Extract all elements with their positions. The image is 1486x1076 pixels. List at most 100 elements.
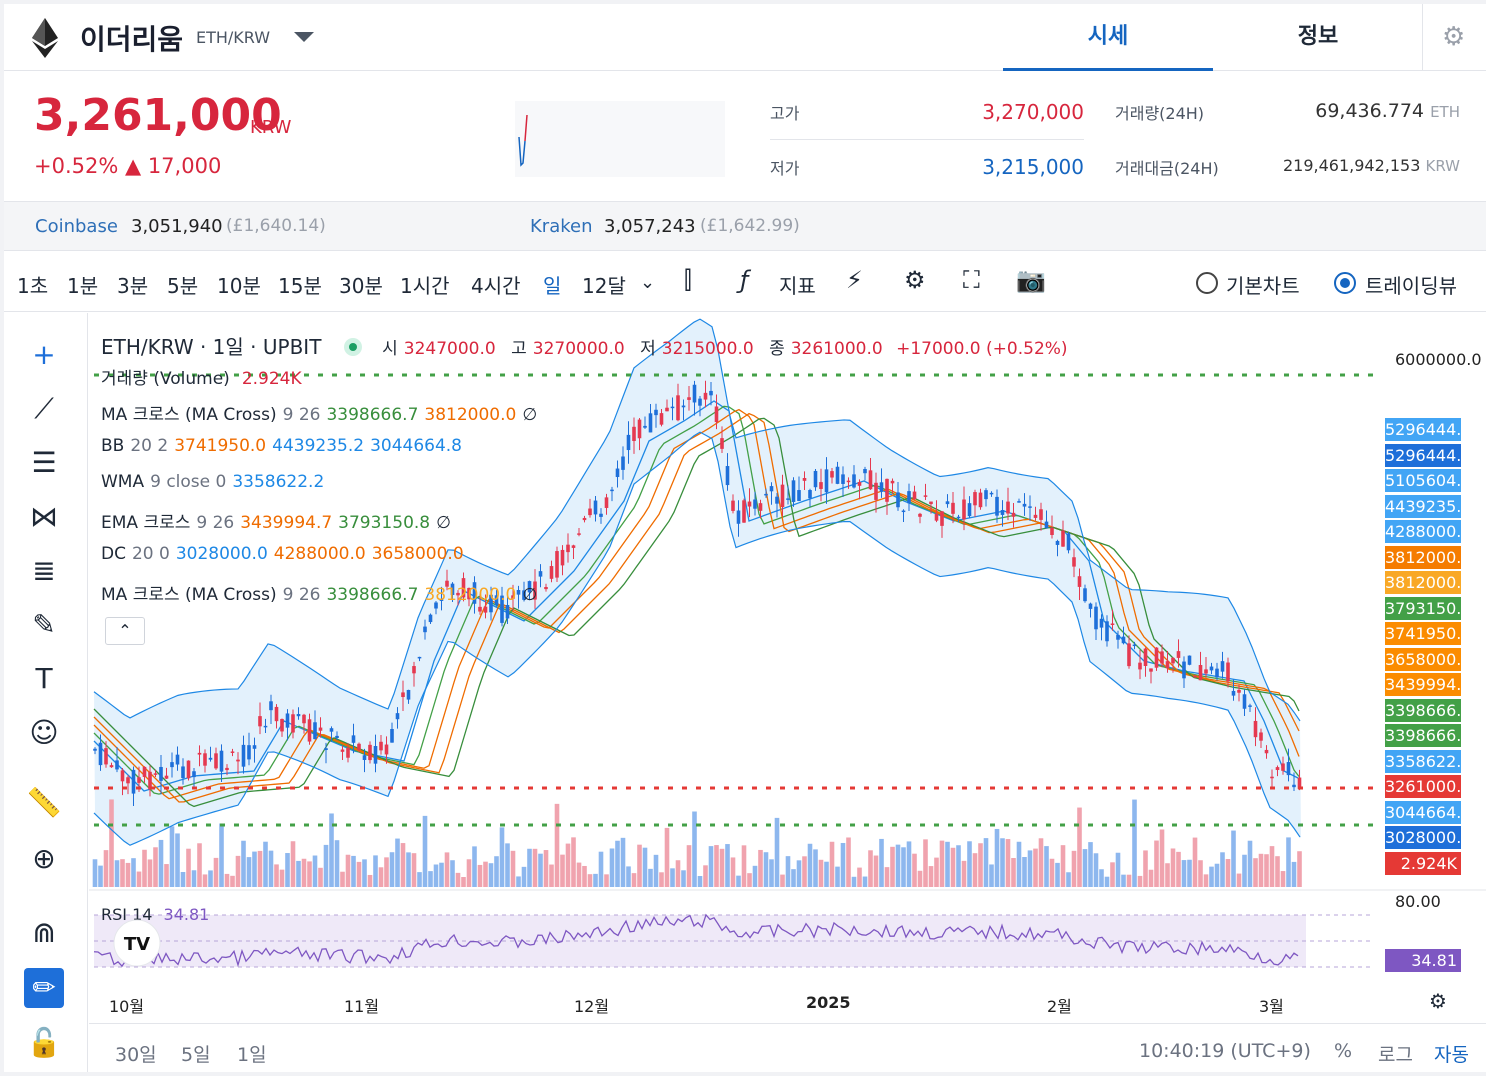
exchange-coinbase[interactable]: Coinbase [35, 216, 118, 237]
indicator-legend[interactable]: EMA 크로스 9 26 3439994.7 3793150.8 ∅ [101, 508, 457, 533]
interval-3m[interactable]: 3분 [117, 274, 149, 298]
volume-bar [318, 867, 323, 887]
indicator-legend[interactable]: DC 20 0 3028000.0 4288000.0 3658000.0 [101, 544, 476, 564]
settings-icon[interactable]: ⚙ [904, 266, 926, 294]
interval-chevron-icon[interactable]: ⌄ [640, 272, 656, 293]
tradingview-label[interactable]: 트레이딩뷰 [1365, 274, 1457, 298]
range-30d[interactable]: 30일 [115, 1044, 157, 1066]
chart-area[interactable]: ETH/KRW · 1일 · UPBIT 시 3247000.0 고 3270000… [89, 313, 1486, 1072]
indicator-params: 20 0 [131, 544, 170, 564]
axis-settings-icon[interactable]: ⚙ [1429, 989, 1447, 1013]
volume-bar [1220, 852, 1225, 887]
indicator-legend[interactable]: BB 20 2 3741950.0 4439235.2 3044664.8 [101, 436, 474, 456]
candle-body [1138, 662, 1142, 670]
fib-icon[interactable]: ≣ [32, 554, 56, 587]
candle-body [577, 533, 581, 535]
candle-body [1259, 732, 1263, 741]
indicator-legend[interactable]: MA 크로스 (MA Cross) 9 26 3398666.7 3812000.0 ∅ [101, 580, 543, 605]
tradingview-radio[interactable] [1334, 272, 1356, 294]
zoom-in-icon[interactable]: ⊕ [32, 842, 56, 875]
volume-bar [219, 823, 224, 887]
indicator-legend[interactable]: 거래량 (Volume) 2.924K [101, 364, 314, 389]
range-1d[interactable]: 1일 [237, 1044, 267, 1066]
volume-bar [609, 848, 615, 887]
candle-body [665, 407, 669, 412]
interval-10m[interactable]: 10분 [217, 274, 261, 298]
gear-icon[interactable]: ⚙ [1442, 22, 1466, 52]
candle-body [175, 754, 180, 765]
emoji-icon[interactable]: ☺ [29, 716, 59, 749]
candle-body [560, 549, 565, 566]
low-value-chart: 3215000.0 [661, 339, 754, 359]
interval-4h[interactable]: 4시간 [471, 274, 521, 298]
interval-1m[interactable]: 1분 [67, 274, 99, 298]
volume-bar [835, 866, 840, 887]
interval-1h[interactable]: 1시간 [400, 274, 450, 298]
candle-body [478, 606, 482, 612]
horizontal-lines-icon[interactable]: ☰ [31, 446, 57, 479]
interval-5m[interactable]: 5분 [167, 274, 199, 298]
moving-average-line [93, 400, 1300, 792]
candle-body [258, 716, 262, 727]
candle-body [434, 602, 438, 609]
range-5d[interactable]: 5일 [181, 1044, 211, 1066]
interval-12mo[interactable]: 12달 [582, 274, 626, 298]
volume-bar [1033, 848, 1038, 887]
candle-body [522, 590, 526, 600]
percent-toggle[interactable]: % [1334, 1040, 1353, 1062]
volume-bar [1016, 841, 1022, 887]
indicator-button[interactable]: 지표 [779, 274, 816, 298]
candle-body [929, 501, 933, 505]
interval-15m[interactable]: 15분 [278, 274, 322, 298]
lock-icon[interactable]: 🔓 [26, 1026, 62, 1059]
chart-canvas[interactable] [89, 313, 1486, 1072]
basic-chart-radio[interactable] [1196, 272, 1218, 294]
function-icon[interactable]: ƒ [740, 266, 749, 294]
candle-body [945, 501, 950, 505]
tab-quote[interactable]: 시세 [1003, 4, 1213, 71]
auto-toggle[interactable]: 자동 [1434, 1044, 1469, 1066]
indicator-value: 3398666.7 [326, 585, 419, 605]
volume-bar [571, 837, 576, 887]
volume-bar [774, 817, 780, 887]
candle-body [450, 583, 455, 595]
tab-info[interactable]: 정보 [1297, 24, 1339, 49]
candle-body [445, 580, 449, 587]
pattern-icon[interactable]: ⋈ [30, 500, 58, 533]
candle-type-icon[interactable]: ⫿ [684, 266, 692, 294]
volume-bar [879, 838, 884, 887]
x-axis-label: 3월 [1259, 997, 1284, 1016]
volume-bar [1121, 874, 1126, 887]
basic-chart-label[interactable]: 기본차트 [1226, 274, 1300, 298]
alert-icon[interactable]: ⚡ [846, 266, 863, 294]
trend-line-icon[interactable]: ⟋ [34, 392, 54, 425]
fullscreen-icon[interactable]: ⛶ [963, 266, 980, 294]
volume-bar [1132, 799, 1137, 887]
candle-body [890, 480, 895, 484]
candle-body [533, 581, 537, 600]
price-tag: 3658000.0 [1385, 647, 1472, 671]
interval-1d[interactable]: 일 [543, 274, 562, 298]
camera-icon[interactable]: 📷 [1016, 266, 1046, 294]
candle-body [1105, 621, 1109, 642]
brush-icon[interactable]: ✎ [32, 608, 56, 641]
chevron-down-icon[interactable] [294, 32, 314, 42]
exchange-kraken[interactable]: Kraken [530, 216, 593, 237]
text-icon[interactable]: T [35, 662, 53, 695]
collapse-legend-button[interactable]: ⌃ [105, 617, 145, 645]
volume-bar [362, 859, 367, 887]
indicator-suffix: ∅ [436, 513, 451, 533]
volume-bar [862, 876, 868, 887]
candle-body [1017, 501, 1021, 503]
indicator-legend[interactable]: WMA 9 close 0 3358622.2 [101, 472, 336, 492]
log-toggle[interactable]: 로그 [1378, 1044, 1413, 1066]
interval-30m[interactable]: 30분 [339, 274, 383, 298]
magnet-icon[interactable]: ⋒ [32, 916, 56, 949]
lock-drawing-icon[interactable]: ✏ [24, 968, 64, 1008]
indicator-legend[interactable]: MA 크로스 (MA Cross) 9 26 3398666.7 3812000.0 ∅ [101, 400, 543, 425]
crosshair-icon[interactable]: + [32, 338, 56, 371]
volume-bar [719, 848, 725, 887]
interval-1s[interactable]: 1초 [17, 274, 49, 298]
ruler-icon[interactable]: 📏 [26, 786, 62, 819]
volume-bar [312, 855, 318, 887]
